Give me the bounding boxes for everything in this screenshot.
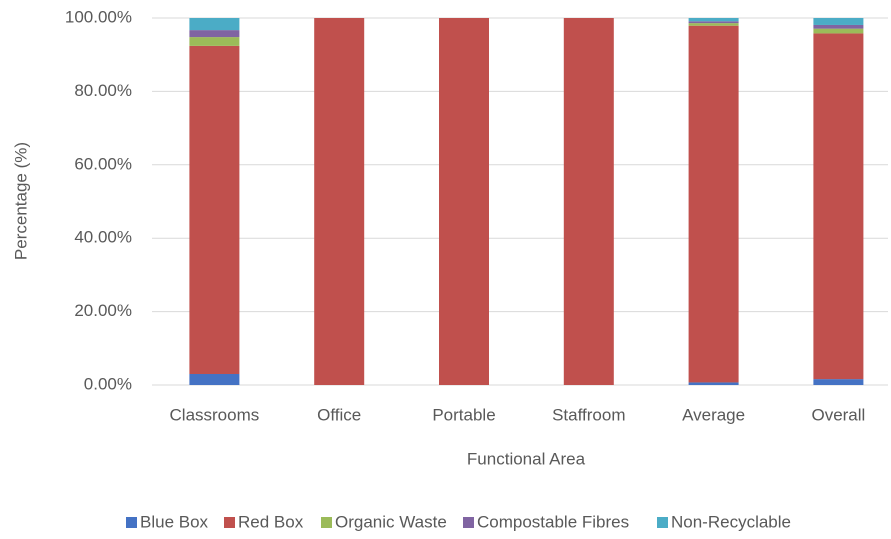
y-tick-label: 60.00% <box>74 154 132 173</box>
bar-segment <box>688 21 739 24</box>
bar-segment <box>688 382 739 385</box>
bar-segment <box>563 18 614 385</box>
bar-segment <box>813 18 864 25</box>
bar-segment <box>688 18 739 22</box>
y-axis-title: Percentage (%) <box>11 142 30 260</box>
y-tick-label: 40.00% <box>74 228 132 247</box>
bar-segment <box>189 37 240 46</box>
bar-segment <box>439 18 489 385</box>
bar-segment <box>688 23 739 26</box>
legend-swatch <box>321 517 332 528</box>
x-tick-label: Classrooms <box>170 405 260 424</box>
bar-segment <box>813 379 864 385</box>
bar-segment <box>189 18 240 31</box>
x-axis-title: Functional Area <box>467 449 586 468</box>
bar-segment <box>314 18 365 385</box>
bar-segment <box>813 28 864 34</box>
y-tick-label: 80.00% <box>74 81 132 100</box>
bar-segment <box>813 33 864 380</box>
legend-label: Non-Recyclable <box>671 512 791 531</box>
bar-segment <box>189 45 240 374</box>
legend-swatch <box>463 517 474 528</box>
legend-swatch <box>126 517 137 528</box>
x-tick-label: Average <box>682 405 745 424</box>
x-tick-label: Office <box>317 405 361 424</box>
x-tick-label: Staffroom <box>552 405 625 424</box>
legend-label: Blue Box <box>140 512 209 531</box>
y-tick-label: 0.00% <box>84 374 132 393</box>
bar-segment <box>189 30 240 38</box>
bar-segment <box>688 25 739 383</box>
bar-segment <box>813 24 864 29</box>
legend-swatch <box>224 517 235 528</box>
legend-label: Organic Waste <box>335 512 447 531</box>
y-tick-label: 20.00% <box>74 301 132 320</box>
x-tick-label: Portable <box>432 405 495 424</box>
bar-segment <box>189 373 240 385</box>
y-tick-label: 100.00% <box>65 7 132 26</box>
legend-swatch <box>657 517 668 528</box>
x-tick-label: Overall <box>811 405 865 424</box>
legend-label: Red Box <box>238 512 304 531</box>
legend-label: Compostable Fibres <box>477 512 629 531</box>
